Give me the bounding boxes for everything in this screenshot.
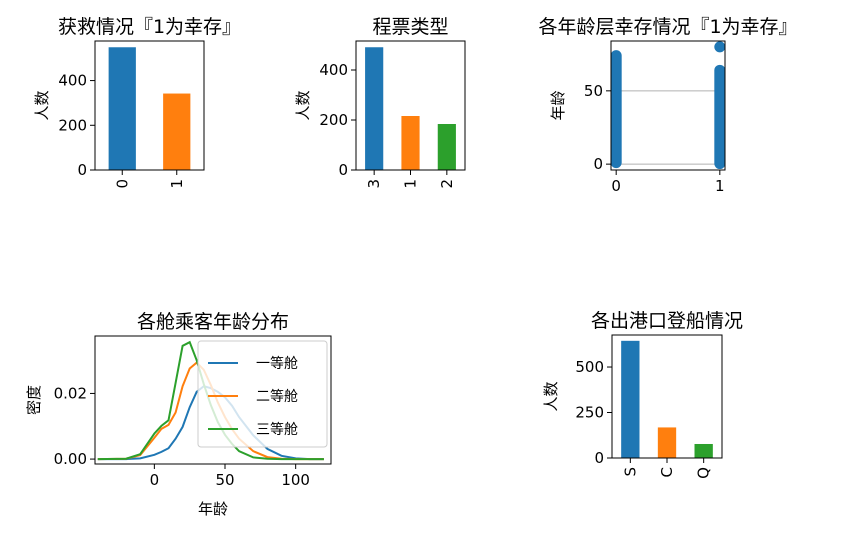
chart-embarked-ytick-label-1: 250 [575,404,604,422]
chart-age_survival-xtick-label-1: 1 [715,177,725,195]
chart-pclass-xtick-label-1: 1 [402,179,420,189]
chart-age_kde-xtick-label-1: 50 [215,471,234,489]
chart-age_kde-ytick-label-0: 0.00 [54,450,87,468]
chart-age_kde-ytick-label-1: 0.02 [54,384,87,402]
chart-survived-xtick-label-0: 0 [113,179,131,189]
chart-survived-title: 获救情况『1为幸存』 [58,16,241,38]
chart-pclass-ytick-label-0: 0 [338,161,348,179]
chart-embarked-ytick-label-0: 0 [594,449,604,467]
chart-age_kde-ylabel: 密度 [25,385,43,415]
chart-pclass-ylabel: 人数 [294,90,312,120]
chart-age_kde-xlabel: 年龄 [198,500,228,518]
chart-embarked-xtick-label-S: S [621,467,639,477]
chart-pclass-title: 程票类型 [372,16,448,38]
chart-age_kde-frame [94,335,332,465]
chart-age_kde-legend-label-2: 三等舱 [256,421,298,438]
chart-survived-ytick-label-0: 0 [77,161,87,179]
chart-survived-ytick-label-2: 400 [58,72,87,90]
chart-pclass-xtick-label-2: 2 [438,179,456,189]
chart-age_kde-title: 各舱乘客年龄分布 [137,311,289,333]
chart-embarked-ylabel: 人数 [542,381,560,411]
chart-survived-ylabel: 人数 [33,90,51,120]
chart-age_kde-xtick-label-2: 100 [281,471,310,489]
chart-embarked-frame [611,334,723,459]
chart-age_survival-ytick-label-1: 50 [584,82,603,100]
chart-pclass-ytick-label-1: 200 [319,111,348,129]
chart-age_survival-xtick-label-0: 0 [611,177,621,195]
chart-embarked-bar-C [657,427,677,458]
chart-survived-ytick-label-1: 200 [58,116,87,134]
chart-embarked-bar-Q [694,443,713,458]
chart-embarked-xtick-label-Q: Q [695,467,713,479]
chart-age_survival-title: 各年龄层幸存情况『1为幸存』 [538,16,797,38]
chart-age_kde-legend-label-1: 二等舱 [256,388,298,405]
chart-survived-frame [94,40,205,171]
chart-embarked-title: 各出港口登船情况 [591,310,743,332]
chart-pclass-ytick-label-2: 400 [319,61,348,79]
chart-pclass-bar-3 [365,47,384,170]
chart-age_survival-frame [610,40,726,171]
chart-embarked-xtick-label-C: C [658,467,676,477]
chart-age_kde-legend [197,340,328,448]
chart-embarked-bar-S [621,340,640,458]
chart-age_survival-ytick-label-0: 0 [593,155,603,173]
chart-survived-xtick-label-1: 1 [168,179,186,189]
chart-survived-bar-1 [163,93,191,170]
chart-age_kde-xtick-label-0: 0 [150,471,160,489]
chart-age_survival-ylabel: 年龄 [549,90,567,120]
chart-pclass-bar-1 [401,116,420,170]
chart-pclass-frame [355,40,466,171]
chart-pclass-bar-2 [437,124,456,170]
chart-age_kde-legend-label-0: 一等舱 [256,355,298,372]
chart-age_survival-point-2 [714,41,726,53]
chart-survived-bar-0 [108,47,136,170]
chart-embarked-ytick-label-2: 500 [575,358,604,376]
chart-pclass-xtick-label-3: 3 [365,179,383,189]
